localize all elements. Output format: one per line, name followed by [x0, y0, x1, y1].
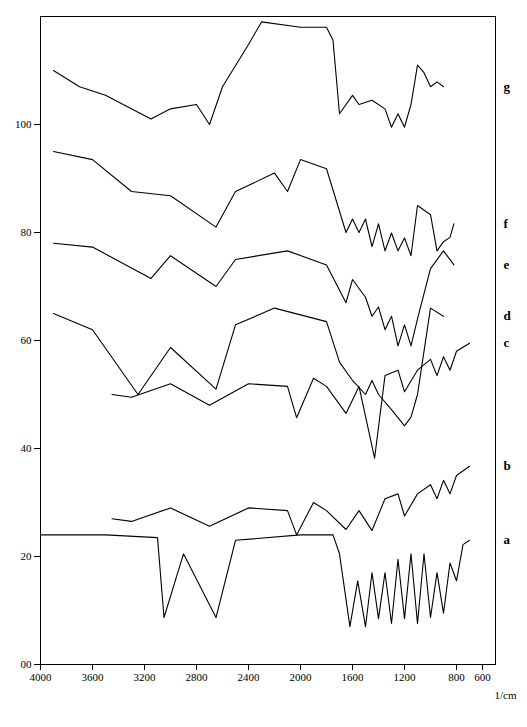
svg-text:60: 60	[21, 334, 33, 346]
svg-text:3200: 3200	[134, 671, 157, 683]
svg-text:d: d	[504, 308, 512, 323]
svg-text:20: 20	[21, 550, 33, 562]
svg-text:80: 80	[21, 226, 33, 238]
svg-text:1600: 1600	[342, 671, 365, 683]
svg-text:e: e	[504, 257, 510, 272]
svg-text:600: 600	[474, 671, 491, 683]
svg-text:1/cm: 1/cm	[495, 689, 517, 701]
svg-text:b: b	[504, 458, 511, 473]
svg-text:f: f	[504, 216, 509, 231]
svg-text:2400: 2400	[238, 671, 261, 683]
svg-text:100: 100	[15, 118, 32, 130]
svg-text:1200: 1200	[394, 671, 417, 683]
svg-text:2800: 2800	[186, 671, 209, 683]
svg-text:40: 40	[21, 442, 33, 454]
svg-text:2000: 2000	[290, 671, 313, 683]
svg-text:4000: 4000	[30, 671, 53, 683]
svg-text:a: a	[504, 532, 511, 547]
svg-text:800: 800	[448, 671, 465, 683]
svg-text:g: g	[504, 79, 511, 94]
svg-text:c: c	[504, 335, 510, 350]
svg-text:3600: 3600	[82, 671, 105, 683]
svg-text:00: 00	[21, 658, 33, 670]
